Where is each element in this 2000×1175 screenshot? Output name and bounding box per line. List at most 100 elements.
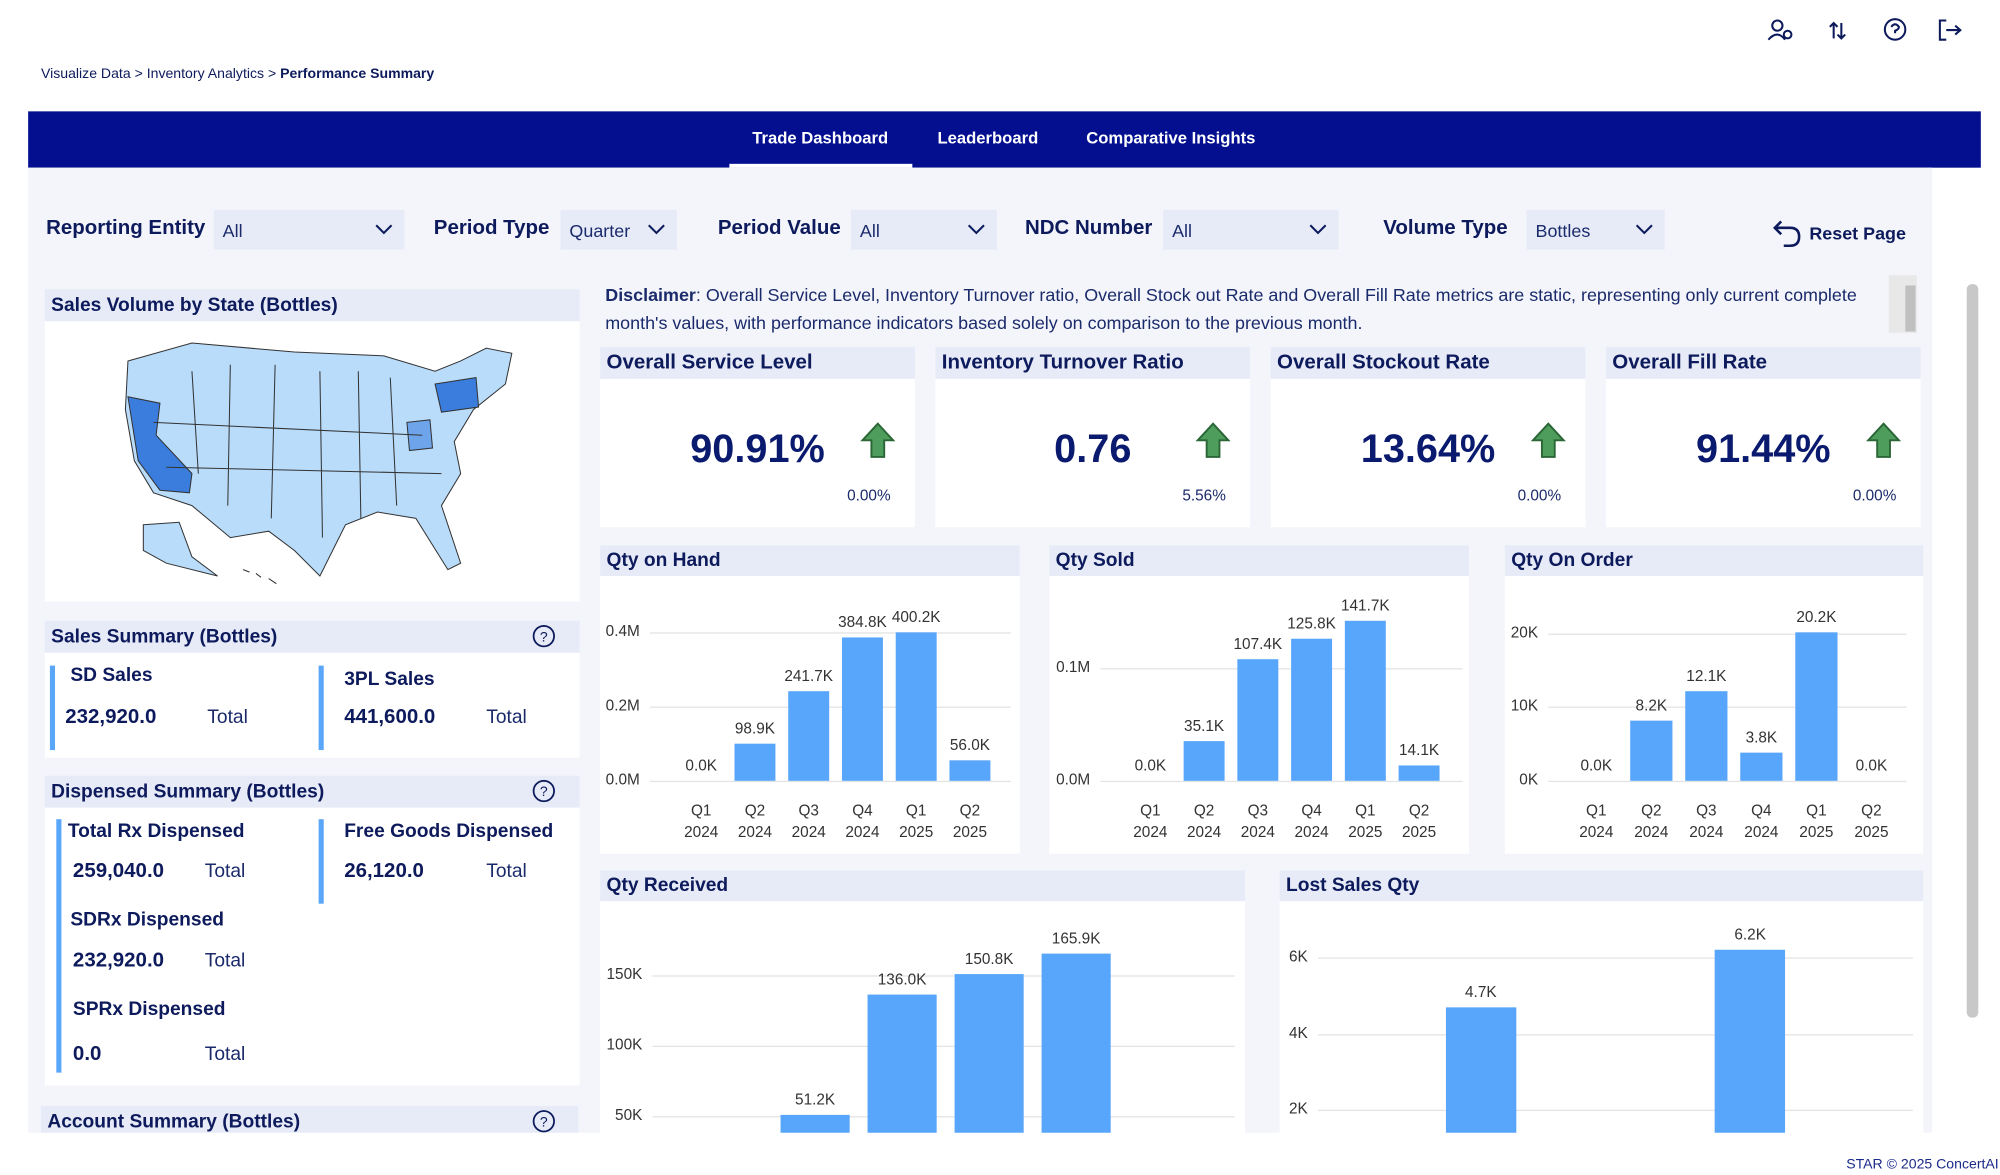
dropdown[interactable]: All <box>850 209 997 250</box>
x-tick-label: Q3 2024 <box>1240 801 1275 841</box>
x-tick-label: Q4 2024 <box>1294 801 1329 841</box>
bar[interactable] <box>1684 691 1728 781</box>
tab[interactable]: Leaderboard <box>937 128 1039 148</box>
filter-label: Period Type <box>433 217 550 240</box>
data-label: 165.9K <box>1051 928 1101 947</box>
data-label: 141.7K <box>1340 596 1390 615</box>
svg-text:?: ? <box>540 1113 548 1129</box>
bar[interactable] <box>955 974 1024 1133</box>
grid-line <box>1100 668 1463 670</box>
svg-text:?: ? <box>540 783 548 799</box>
dropdown[interactable]: Quarter <box>560 209 677 250</box>
bar[interactable] <box>787 691 830 781</box>
bar[interactable] <box>733 744 776 781</box>
chevron <box>375 224 393 235</box>
top-icons <box>1767 18 1962 41</box>
y-tick-label: 6K <box>1288 947 1308 966</box>
reset-button[interactable]: Reset Page <box>1809 222 1906 244</box>
panel-header: Sales Volume by State (Bottles) <box>44 289 580 322</box>
help-icon[interactable] <box>1883 18 1907 41</box>
state-shape[interactable] <box>127 396 193 494</box>
grid-line <box>1100 780 1463 783</box>
dropdown-value: Quarter <box>569 220 631 241</box>
x-tick-label: Q1 2025 <box>899 801 934 841</box>
bar[interactable] <box>1344 621 1387 781</box>
kpi-card: Inventory Turnover Ratio 0.76 5.56% <box>935 346 1251 528</box>
scrollbar <box>1966 284 1979 1018</box>
panel-header: Account Summary (Bottles) <box>40 1105 579 1133</box>
chevron <box>648 224 665 235</box>
accent-bar <box>56 819 62 1073</box>
bar[interactable] <box>1445 1007 1516 1133</box>
bar[interactable] <box>1715 950 1786 1133</box>
tab[interactable]: Trade Dashboard <box>752 128 889 148</box>
x-tick-label: Q2 2025 <box>952 801 988 841</box>
kpi-value: 90.91% <box>690 426 825 472</box>
state-shape[interactable] <box>124 342 513 577</box>
bar[interactable] <box>1398 764 1441 781</box>
breadcrumb-current: Performance Summary <box>280 66 435 82</box>
grid-line <box>1317 1034 1914 1036</box>
grid-line <box>1317 957 1914 960</box>
kpi-card: Overall Stockout Rate 13.64% 0.00% <box>1270 346 1586 528</box>
data-label: 6.2K <box>1734 925 1766 944</box>
bar[interactable] <box>1739 752 1783 781</box>
bar[interactable] <box>868 995 937 1133</box>
data-label: 0.0K <box>1855 756 1888 775</box>
bar[interactable] <box>1794 631 1838 781</box>
help-icon[interactable]: ? <box>531 778 557 804</box>
bar[interactable] <box>1236 659 1279 781</box>
tab[interactable]: Comparative Insights <box>1086 128 1256 148</box>
x-tick-label: Q1 2025 <box>1348 801 1383 841</box>
bar[interactable] <box>1629 720 1673 781</box>
help-icon[interactable]: ? <box>531 623 557 649</box>
bar[interactable] <box>781 1114 850 1133</box>
kpi-change: 0.00% <box>1852 486 1897 505</box>
y-tick-label: 2K <box>1288 1100 1308 1119</box>
bar[interactable] <box>841 637 884 781</box>
data-label: 107.4K <box>1233 635 1283 654</box>
y-tick-label: 0.4M <box>605 622 640 640</box>
grid-line <box>650 706 1011 708</box>
us-map <box>124 342 513 585</box>
y-tick-label: 0.1M <box>1056 657 1091 676</box>
accent-bar <box>49 665 56 751</box>
breadcrumb-path[interactable]: Visualize Data > Inventory Analytics > <box>40 66 277 82</box>
disclaimer-label: Disclaimer <box>605 284 696 305</box>
reset-icon[interactable] <box>1772 218 1803 251</box>
data-label: 0.0K <box>1580 756 1613 775</box>
data-label: 0.0K <box>685 756 718 775</box>
metric-value: 259,040.0 <box>72 860 165 882</box>
metric-unit: Total <box>204 860 246 882</box>
data-label: 0.0K <box>1134 756 1167 775</box>
bar[interactable] <box>895 632 938 781</box>
grid-line <box>652 1045 1235 1048</box>
trend-arrow <box>860 422 896 458</box>
kpi-card: Overall Service Level 90.91% 0.00% <box>600 346 915 528</box>
data-label: 56.0K <box>949 735 990 754</box>
bar[interactable] <box>1183 741 1226 781</box>
logout-icon[interactable] <box>1938 19 1962 41</box>
x-tick-label: Q4 2024 <box>845 801 880 841</box>
accent-bar <box>318 665 324 751</box>
sort-icon[interactable] <box>1829 21 1846 40</box>
svg-text:?: ? <box>540 628 548 644</box>
data-label: 35.1K <box>1184 716 1225 735</box>
sales-summary-panel <box>44 652 580 758</box>
chevron <box>967 224 985 235</box>
dropdown[interactable]: Bottles <box>1526 209 1665 250</box>
grid-line <box>652 1116 1235 1118</box>
bar[interactable] <box>1042 952 1111 1133</box>
disclaimer-scroll <box>1888 275 1917 333</box>
panel-header: Dispensed Summary (Bottles) <box>44 775 580 808</box>
help-icon[interactable]: ? <box>531 1108 557 1133</box>
user-icon[interactable] <box>1771 19 1784 32</box>
dropdown[interactable]: All <box>213 209 405 250</box>
bar[interactable] <box>1290 639 1333 781</box>
dropdown[interactable]: All <box>1163 209 1339 250</box>
bar[interactable] <box>948 760 991 781</box>
state-shape[interactable] <box>434 377 480 413</box>
state-shape[interactable] <box>142 521 218 577</box>
